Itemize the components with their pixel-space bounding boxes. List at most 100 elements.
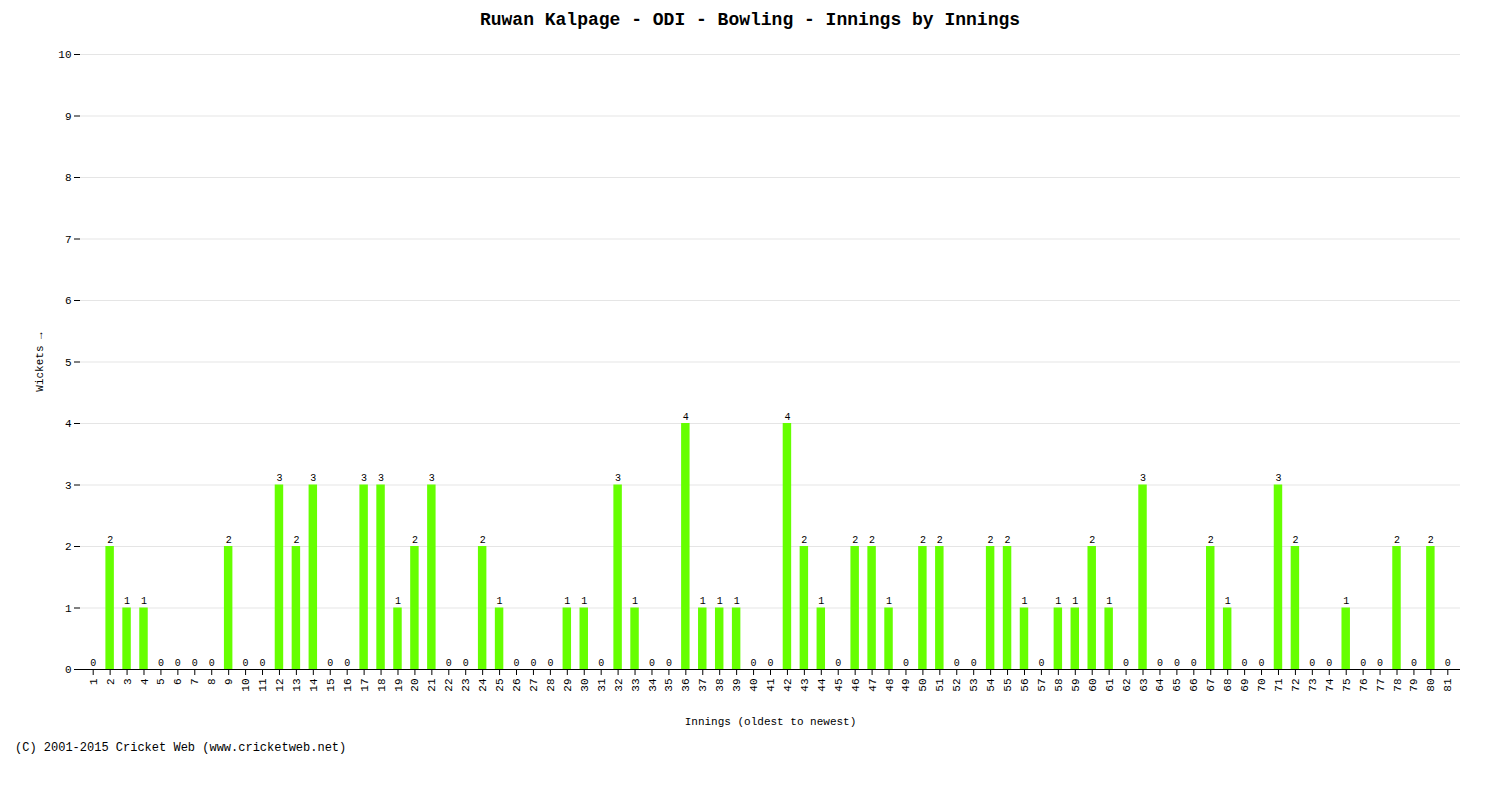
svg-text:1: 1 (581, 596, 587, 607)
svg-text:3: 3 (122, 679, 134, 686)
svg-text:0: 0 (971, 658, 977, 669)
svg-text:33: 33 (630, 679, 642, 692)
svg-text:73: 73 (1307, 679, 1319, 692)
svg-text:2: 2 (1208, 535, 1214, 546)
svg-text:4: 4 (139, 678, 151, 685)
svg-text:2: 2 (1089, 535, 1095, 546)
svg-text:6: 6 (172, 679, 184, 686)
svg-text:2: 2 (988, 535, 994, 546)
svg-text:0: 0 (1326, 658, 1332, 669)
svg-text:26: 26 (511, 679, 523, 692)
svg-text:32: 32 (613, 679, 625, 692)
svg-text:1: 1 (65, 603, 72, 615)
svg-text:24: 24 (477, 678, 489, 692)
svg-text:0: 0 (954, 658, 960, 669)
svg-text:10: 10 (240, 679, 252, 692)
svg-text:1: 1 (1072, 596, 1078, 607)
svg-text:6: 6 (65, 295, 72, 307)
svg-text:0: 0 (65, 664, 72, 676)
svg-text:0: 0 (175, 658, 181, 669)
svg-text:2: 2 (412, 535, 418, 546)
svg-text:49: 49 (900, 679, 912, 692)
svg-text:81: 81 (1442, 678, 1454, 692)
svg-text:2: 2 (920, 535, 926, 546)
svg-text:0: 0 (547, 658, 553, 669)
svg-text:0: 0 (514, 658, 520, 669)
svg-text:71: 71 (1273, 678, 1285, 692)
svg-text:50: 50 (917, 679, 929, 692)
svg-text:21: 21 (426, 678, 438, 692)
svg-text:79: 79 (1408, 679, 1420, 692)
svg-text:Wickets →: Wickets → (34, 332, 46, 392)
svg-text:1: 1 (395, 596, 401, 607)
svg-text:1: 1 (1055, 596, 1061, 607)
svg-text:2: 2 (869, 535, 875, 546)
svg-text:57: 57 (1036, 679, 1048, 692)
svg-text:0: 0 (243, 658, 249, 669)
svg-text:34: 34 (646, 678, 658, 692)
svg-text:4: 4 (65, 418, 72, 430)
svg-text:17: 17 (359, 679, 371, 692)
svg-text:54: 54 (985, 678, 997, 692)
svg-text:61: 61 (1104, 678, 1116, 692)
svg-text:0: 0 (1242, 658, 1248, 669)
svg-text:0: 0 (649, 658, 655, 669)
svg-text:38: 38 (714, 679, 726, 692)
svg-text:10: 10 (58, 49, 71, 61)
svg-text:39: 39 (731, 679, 743, 692)
svg-text:0: 0 (598, 658, 604, 669)
svg-text:65: 65 (1171, 679, 1183, 692)
svg-text:28: 28 (545, 679, 557, 692)
svg-text:48: 48 (884, 679, 896, 692)
svg-text:37: 37 (697, 679, 709, 692)
svg-text:7: 7 (189, 679, 201, 686)
svg-text:76: 76 (1358, 679, 1370, 692)
svg-text:1: 1 (1343, 596, 1349, 607)
svg-text:0: 0 (327, 658, 333, 669)
svg-text:1: 1 (1106, 596, 1112, 607)
svg-text:1: 1 (886, 596, 892, 607)
svg-text:15: 15 (325, 679, 337, 692)
svg-text:7: 7 (65, 234, 72, 246)
svg-text:0: 0 (1360, 658, 1366, 669)
svg-text:31: 31 (596, 678, 608, 692)
svg-text:0: 0 (767, 658, 773, 669)
svg-text:4: 4 (683, 412, 689, 423)
svg-text:52: 52 (951, 679, 963, 692)
svg-text:1: 1 (632, 596, 638, 607)
svg-text:25: 25 (494, 679, 506, 692)
svg-text:56: 56 (1019, 679, 1031, 692)
svg-text:0: 0 (1411, 658, 1417, 669)
svg-text:0: 0 (751, 658, 757, 669)
svg-text:44: 44 (816, 678, 828, 692)
svg-text:64: 64 (1154, 678, 1166, 692)
svg-text:12: 12 (274, 679, 286, 692)
svg-text:0: 0 (260, 658, 266, 669)
svg-text:2: 2 (480, 535, 486, 546)
svg-text:67: 67 (1205, 679, 1217, 692)
svg-text:0: 0 (1377, 658, 1383, 669)
svg-text:78: 78 (1392, 679, 1404, 692)
svg-text:3: 3 (429, 473, 435, 484)
svg-text:22: 22 (443, 679, 455, 692)
svg-text:80: 80 (1425, 679, 1437, 692)
svg-text:14: 14 (308, 678, 320, 692)
svg-text:29: 29 (562, 679, 574, 692)
svg-text:3: 3 (378, 473, 384, 484)
svg-text:0: 0 (344, 658, 350, 669)
svg-text:2: 2 (852, 535, 858, 546)
svg-text:1: 1 (564, 596, 570, 607)
svg-text:2: 2 (1005, 535, 1011, 546)
svg-text:41: 41 (765, 678, 777, 692)
svg-text:30: 30 (579, 679, 591, 692)
svg-text:3: 3 (276, 473, 282, 484)
svg-text:46: 46 (850, 679, 862, 692)
svg-text:0: 0 (1259, 658, 1265, 669)
svg-text:16: 16 (342, 679, 354, 692)
svg-text:53: 53 (968, 679, 980, 692)
svg-text:0: 0 (903, 658, 909, 669)
svg-text:3: 3 (65, 480, 72, 492)
svg-text:55: 55 (1002, 679, 1014, 692)
svg-text:1: 1 (1225, 596, 1231, 607)
svg-text:3: 3 (310, 473, 316, 484)
